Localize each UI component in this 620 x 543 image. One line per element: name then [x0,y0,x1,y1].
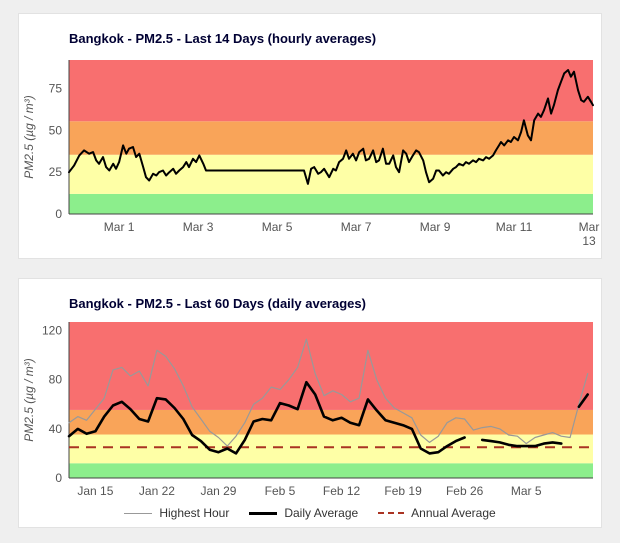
aqi-band-unhealthy [69,60,593,122]
y-axis-title: PM2.5 (µg / m³) [22,358,36,442]
x-tick-label: Jan 15 [77,484,113,498]
aqi-band-unhealthy-sensitive [69,121,593,155]
y-tick-label: 0 [55,471,62,485]
aqi-band-moderate [69,434,593,464]
x-tick-label: Jan 29 [200,484,236,498]
x-tick-label: Mar 11 [496,220,533,234]
daily-chart: 0 40 80 120 PM2.5 (µg / m³) Jan 15 Jan 22 Jan 2… [22,322,593,498]
x-tick-label: Feb 12 [323,484,361,498]
x-tick-label: Mar 5 [511,484,542,498]
legend-label-annual-average: Annual Average [411,506,496,520]
highest-hour-series-line [68,338,589,447]
daily-chart-panel: Bangkok - PM2.5 - Last 60 Days (daily av… [18,278,602,528]
daily-chart-title: Bangkok - PM2.5 - Last 60 Days (daily av… [69,296,366,311]
annual-average-line-swatch [378,512,405,514]
aqi-band-unhealthy [69,322,593,410]
x-tick-label: Feb 5 [265,484,296,498]
y-tick-label: 0 [55,207,62,221]
y-axis-title: PM2.5 (µg / m³) [22,95,36,179]
x-tick-label: Feb 26 [446,484,484,498]
x-tick-label: Mar 9 [420,220,451,234]
x-tick-label: Mar 13 [579,220,600,248]
daily-average-line-swatch [249,511,278,515]
hourly-chart-title: Bangkok - PM2.5 - Last 14 Days (hourly a… [69,31,377,46]
x-tick-label: Mar 1 [104,220,135,234]
y-tick-label: 120 [42,324,62,338]
y-tick-label: 75 [49,81,63,95]
daily-average-series-line [67,380,589,455]
legend-item-annual-average: Annual Average [378,506,496,520]
hourly-chart-panel: Bangkok - PM2.5 - Last 14 Days (hourly a… [18,13,602,259]
x-tick-label: Mar 5 [262,220,293,234]
chart-legend: Highest Hour Daily Average Annual Averag… [19,506,601,520]
x-tick-label: Feb 19 [384,484,422,498]
y-tick-label: 40 [49,422,63,436]
y-tick-label: 50 [49,123,63,137]
legend-item-highest-hour: Highest Hour [124,506,229,520]
x-tick-label: Jan 22 [139,484,175,498]
y-tick-label: 25 [49,165,63,179]
legend-item-daily-average: Daily Average [249,506,358,520]
legend-label-highest-hour: Highest Hour [159,506,230,520]
hourly-average-series-line [68,69,594,185]
hourly-chart: 0 25 50 75 PM2.5 (µg / m³) Mar 1 Mar 3 Mar 5 Mar… [22,60,600,248]
x-tick-label: Mar 7 [341,220,372,234]
legend-label-daily-average: Daily Average [284,506,359,520]
aqi-band-unhealthy-sensitive [69,409,593,435]
aqi-band-good [69,193,593,214]
y-tick-label: 80 [49,373,63,387]
x-tick-label: Mar 3 [183,220,214,234]
highest-hour-line-swatch [124,512,153,514]
aqi-band-good [69,463,593,478]
